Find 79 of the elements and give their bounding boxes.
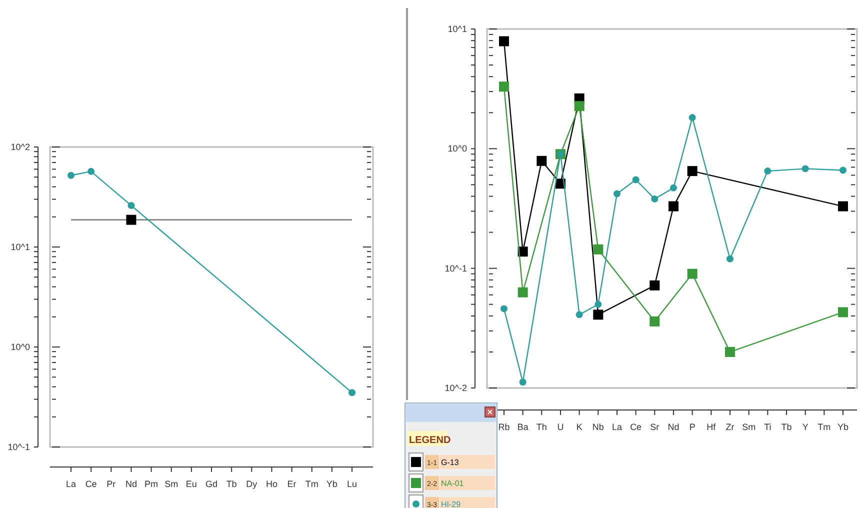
point (726, 255, 734, 262)
x-tick-label: Nb (592, 422, 604, 432)
x-tick-label: Sm (164, 479, 178, 489)
text: G-13 (441, 458, 460, 467)
point (725, 346, 735, 357)
point (68, 172, 74, 179)
point (519, 378, 526, 386)
point (802, 165, 809, 172)
point (348, 389, 356, 396)
point (593, 244, 604, 254)
x-tick-label: Ba (517, 422, 528, 432)
point (126, 214, 136, 225)
point (764, 168, 772, 175)
point (614, 190, 620, 198)
x-tick-label: Dy (246, 479, 258, 489)
point (128, 202, 135, 210)
point (500, 305, 508, 312)
x-tick-label: Th (536, 422, 547, 432)
point (574, 101, 584, 112)
point (632, 176, 640, 184)
x-tick-label: Sr (650, 422, 660, 432)
x-tick-label: P (689, 422, 696, 432)
y-tick-label: 10^0 (448, 144, 467, 154)
point (499, 82, 509, 92)
point (499, 36, 509, 46)
point (650, 316, 660, 326)
x-tick-label: Ho (266, 479, 278, 489)
point (838, 307, 848, 318)
point (840, 166, 846, 174)
x-tick-label: Lu (346, 479, 358, 489)
x-tick-label: Gd (205, 479, 218, 489)
x-tick-label: Rb (498, 422, 510, 432)
text: NA-01 (441, 479, 464, 488)
point (593, 310, 604, 320)
y-tick-label: 10^-2 (444, 383, 467, 393)
x-tick-label: Sm (742, 422, 756, 432)
x-tick-label: Tb (781, 422, 792, 432)
point (651, 195, 658, 202)
y-tick-label: 10^1 (10, 242, 30, 252)
point (576, 311, 583, 318)
x-tick-label: Nd (668, 422, 680, 432)
point (650, 280, 660, 290)
x-tick-label: Yb (326, 479, 338, 489)
x-tick-label: Zr (726, 422, 734, 432)
x-tick-label: Tb (226, 479, 237, 489)
x-tick-label: Er (287, 479, 296, 489)
point (687, 268, 698, 279)
x-tick-label: Ti (764, 422, 772, 432)
y-tick-label: 10^1 (448, 24, 467, 34)
point (536, 156, 547, 166)
x-tick-label: La (612, 422, 622, 432)
x-tick-label: Nd (125, 479, 137, 489)
x-tick-label: Ce (85, 479, 97, 489)
x-tick-label: Y (802, 422, 808, 432)
point (668, 201, 678, 212)
y-tick-label: 10^2 (10, 142, 30, 152)
point (670, 184, 677, 192)
x-tick-label: Yb (837, 422, 849, 432)
y-tick-label: 10^-1 (444, 263, 467, 274)
point (838, 201, 848, 212)
point (687, 166, 698, 176)
x-tick-label: Pr (106, 479, 116, 489)
x-tick-label: Eu (186, 479, 197, 489)
point (518, 287, 528, 298)
x-tick-label: Pm (144, 479, 158, 489)
legend-title: LEGEND (409, 435, 451, 446)
x-tick-label: U (557, 422, 564, 432)
point (594, 300, 602, 308)
x-tick-label: La (66, 479, 76, 489)
x-tick-label: Ce (630, 422, 642, 432)
y-tick-label: 10^-1 (8, 442, 30, 452)
y-tick-label: 10^0 (10, 342, 30, 352)
x-tick-label: Tm (305, 479, 318, 489)
x-tick-label: Tm (818, 422, 831, 432)
x-tick-label: K (576, 422, 582, 432)
point (88, 168, 95, 175)
text: HI-29 (441, 500, 462, 508)
x-tick-label: Hf (706, 422, 716, 432)
point (688, 114, 696, 122)
